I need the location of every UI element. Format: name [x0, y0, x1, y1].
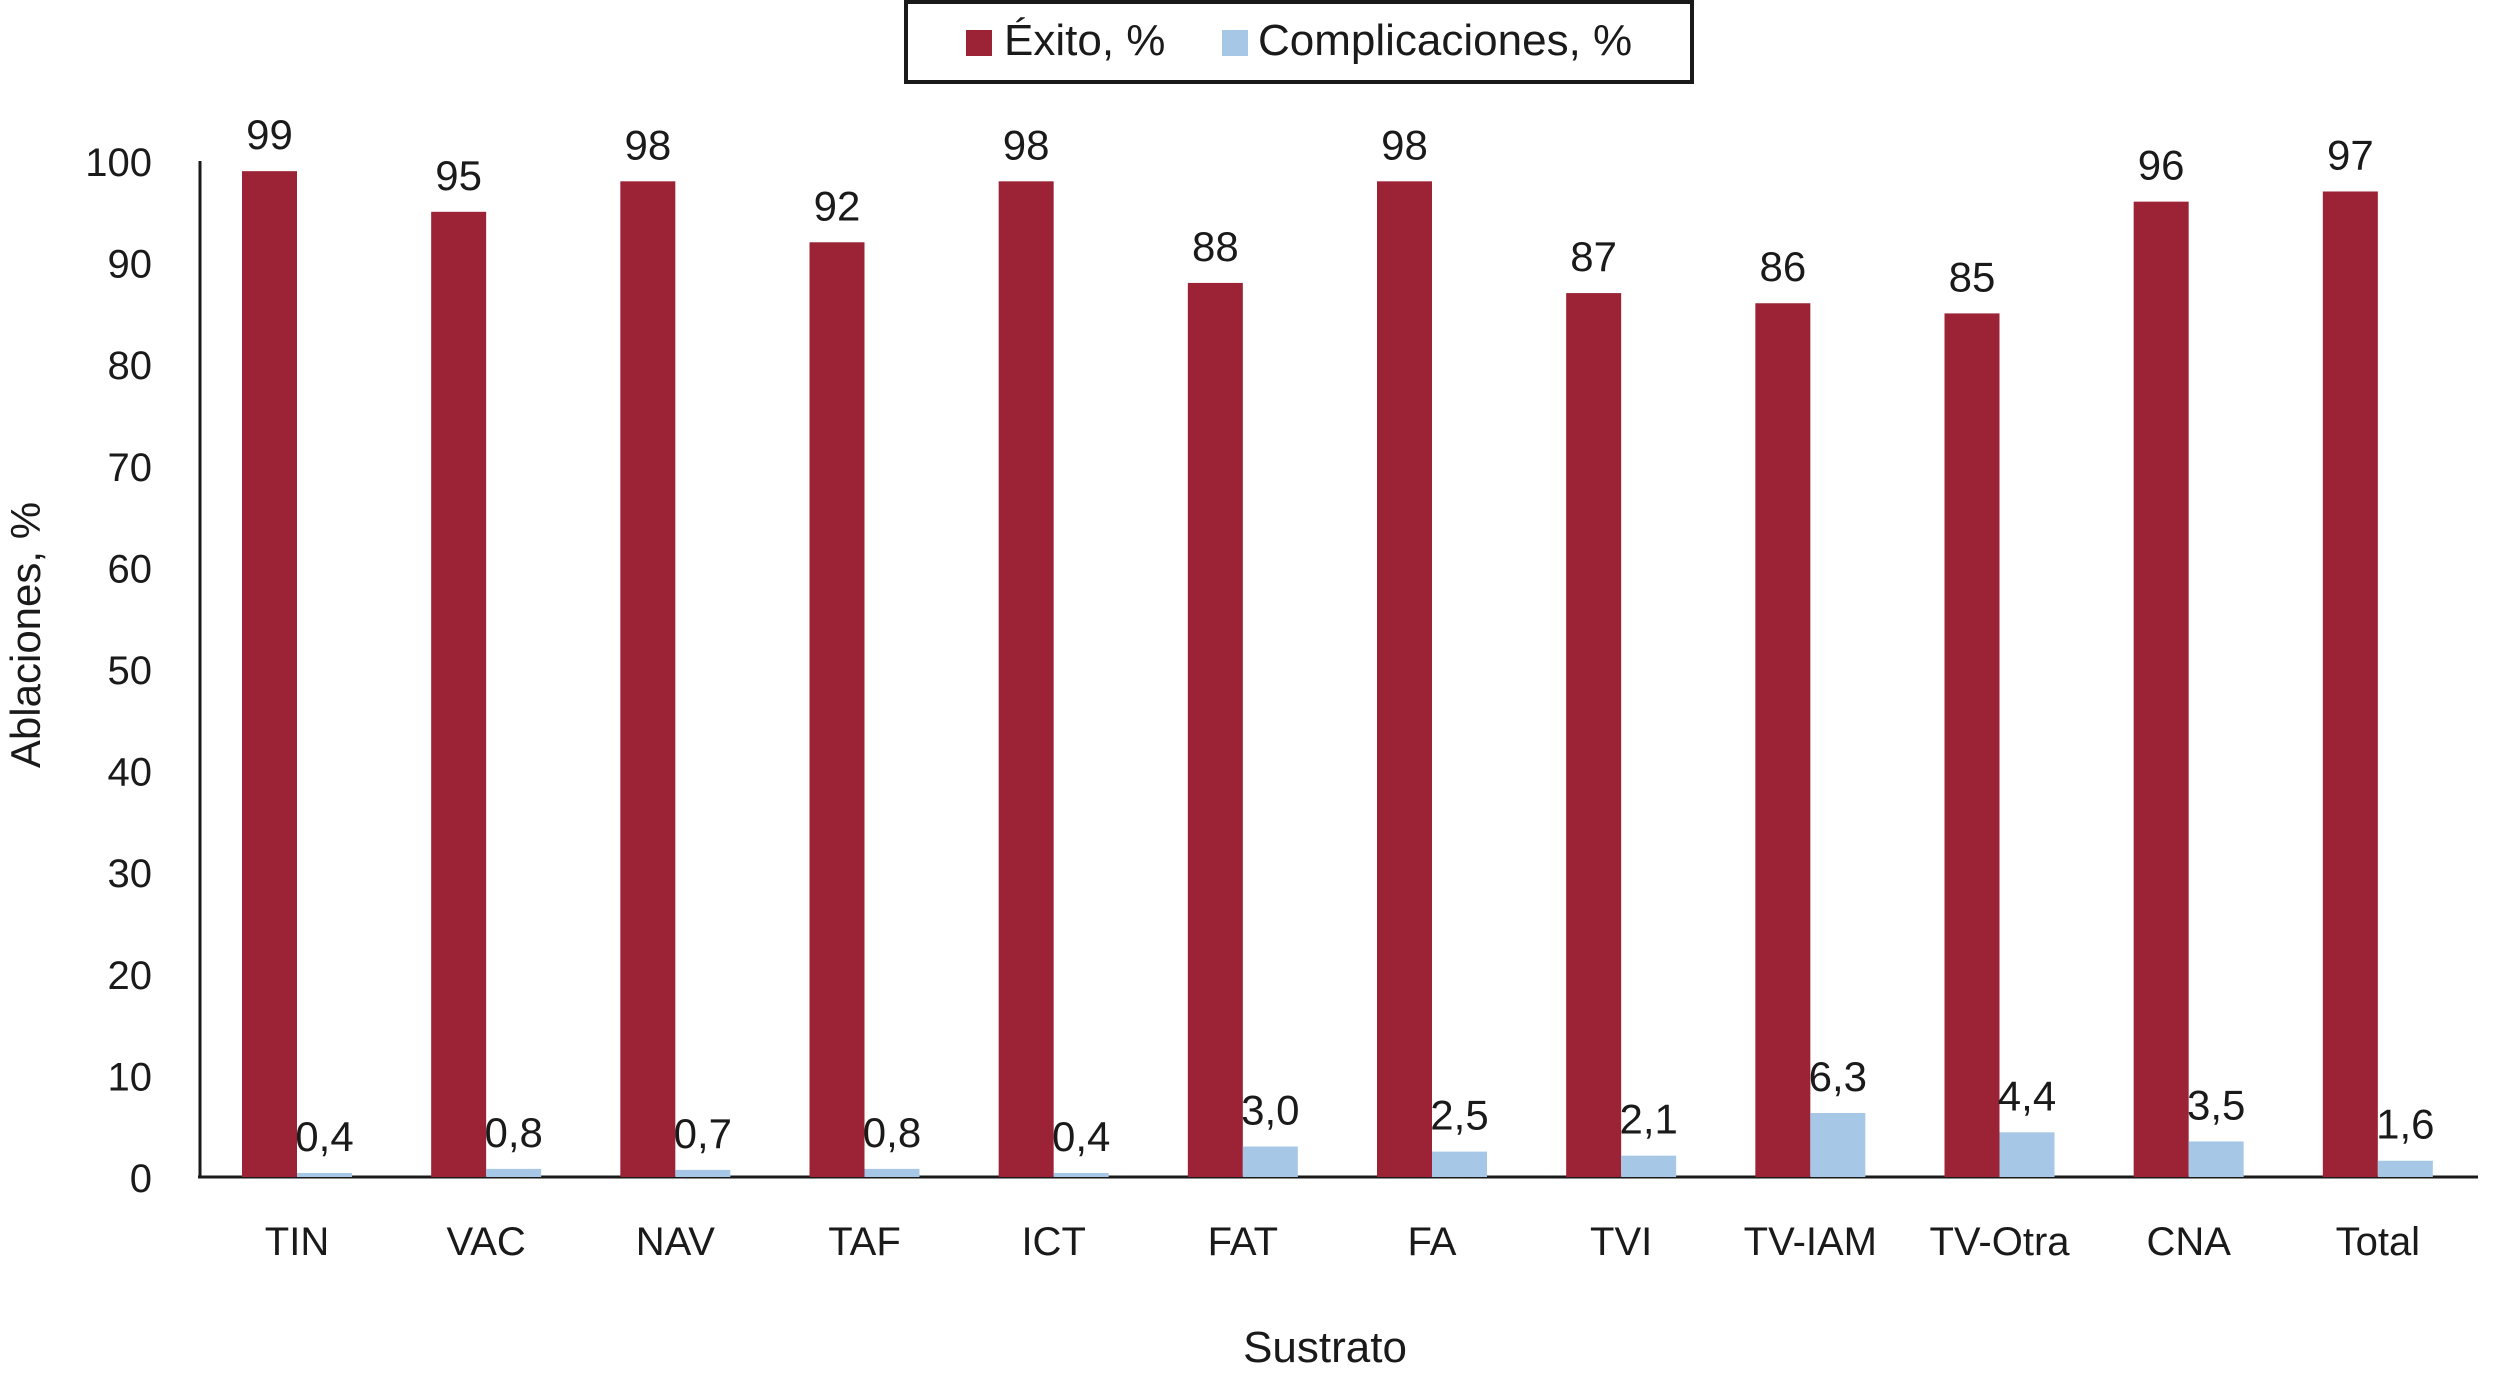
bar-exito — [998, 181, 1054, 1177]
data-label-exito: 88 — [1192, 223, 1239, 270]
data-label-complicaciones: 3,0 — [1241, 1087, 1299, 1134]
x-tick-label: CNA — [2146, 1220, 2231, 1264]
data-label-complicaciones: 2,5 — [1430, 1092, 1488, 1139]
bar-complicaciones — [486, 1168, 542, 1177]
x-tick-label: VAC — [447, 1220, 526, 1264]
legend-label-complicaciones: Complicaciones, % — [1258, 16, 1632, 65]
y-tick-label: 40 — [108, 751, 153, 795]
x-tick-label: TVI — [1590, 1220, 1652, 1264]
data-label-complicaciones: 0,4 — [1052, 1113, 1110, 1160]
data-label-exito: 86 — [1759, 243, 1806, 290]
x-tick-label: NAV — [636, 1220, 716, 1264]
data-label-complicaciones: 6,3 — [1809, 1053, 1867, 1100]
data-label-exito: 98 — [1381, 121, 1428, 168]
bar-exito — [2133, 201, 2189, 1177]
y-tick-label: 90 — [108, 243, 153, 287]
bar-complicaciones — [675, 1169, 731, 1177]
bar-complicaciones — [2377, 1160, 2433, 1177]
data-label-complicaciones: 3,5 — [2187, 1081, 2245, 1128]
data-label-complicaciones: 0,8 — [863, 1109, 921, 1156]
bar-complicaciones — [1810, 1112, 1866, 1177]
y-tick-label: 60 — [108, 547, 153, 591]
y-tick-label: 80 — [108, 344, 153, 388]
x-axis-title: Sustrato — [1243, 1323, 1407, 1372]
x-tick-label: TV-Otra — [1929, 1220, 2070, 1264]
data-labels: 99 0,4 95 0,8 98 0,7 92 0,8 98 0,4 88 3,0 98 2,5 87 2,1… — [246, 111, 2434, 1160]
y-tick-label: 100 — [85, 141, 152, 185]
legend-swatch-exito — [966, 30, 992, 56]
y-tick-labels: 0 10 20 30 40 50 60 70 80 90 100 — [85, 141, 152, 1201]
data-label-exito: 87 — [1570, 233, 1617, 280]
bar-complicaciones — [2188, 1141, 2244, 1177]
data-label-complicaciones: 0,4 — [295, 1113, 353, 1160]
bar-complicaciones — [864, 1168, 920, 1177]
y-tick-label: 70 — [108, 446, 153, 490]
x-tick-label: Total — [2336, 1220, 2421, 1264]
y-tick-label: 0 — [130, 1157, 152, 1201]
bar-exito — [809, 242, 865, 1177]
data-label-exito: 99 — [246, 111, 293, 158]
bars — [242, 171, 2433, 1178]
bar-complicaciones — [1999, 1132, 2055, 1177]
bar-complicaciones — [1242, 1146, 1298, 1177]
bar-exito — [620, 181, 676, 1177]
legend-swatch-complicaciones — [1222, 30, 1248, 56]
y-tick-label: 10 — [108, 1055, 153, 1099]
bar-exito — [1944, 313, 2000, 1177]
bar-complicaciones — [1053, 1172, 1109, 1177]
bar-exito — [1566, 293, 1622, 1178]
data-label-complicaciones: 2,1 — [1619, 1096, 1677, 1143]
data-label-exito: 85 — [1949, 253, 1996, 300]
data-label-exito: 97 — [2327, 131, 2374, 178]
data-label-complicaciones: 1,6 — [2376, 1101, 2434, 1148]
x-tick-label: FAT — [1208, 1220, 1278, 1264]
data-label-complicaciones: 0,7 — [674, 1110, 732, 1157]
bar-complicaciones — [1621, 1155, 1677, 1177]
bar-complicaciones — [297, 1172, 352, 1177]
data-label-complicaciones: 0,8 — [484, 1109, 542, 1156]
bar-complicaciones — [1432, 1151, 1487, 1177]
x-tick-label: TV-IAM — [1744, 1220, 1877, 1264]
y-axis-title: Ablaciones, % — [2, 502, 49, 768]
data-label-complicaciones: 4,4 — [1998, 1072, 2056, 1119]
y-tick-label: 50 — [108, 649, 153, 693]
data-label-exito: 96 — [2138, 142, 2185, 189]
x-tick-label: FA — [1408, 1220, 1457, 1264]
bar-exito — [431, 211, 487, 1178]
data-label-exito: 95 — [435, 152, 482, 199]
y-tick-label: 20 — [108, 954, 153, 998]
x-tick-labels: TIN VAC NAV TAF ICT FAT FA TVI TV-IAM TV-Otra CNA T… — [265, 1220, 2420, 1264]
legend-label-exito: Éxito, % — [1004, 16, 1165, 65]
bar-exito — [2322, 191, 2378, 1178]
x-tick-label: ICT — [1021, 1220, 1085, 1264]
x-tick-label: TAF — [828, 1220, 901, 1264]
data-label-exito: 98 — [1003, 121, 1050, 168]
bar-exito — [242, 171, 297, 1177]
bar-exito — [1377, 181, 1432, 1177]
bar-exito — [1187, 282, 1243, 1177]
data-label-exito: 98 — [624, 121, 671, 168]
legend-box — [904, 0, 1694, 84]
y-tick-label: 30 — [108, 852, 153, 896]
bar-exito — [1755, 303, 1811, 1177]
legend: Éxito, % Complicaciones, % — [904, 0, 1694, 84]
x-tick-label: TIN — [265, 1220, 329, 1264]
data-label-exito: 92 — [814, 182, 861, 229]
